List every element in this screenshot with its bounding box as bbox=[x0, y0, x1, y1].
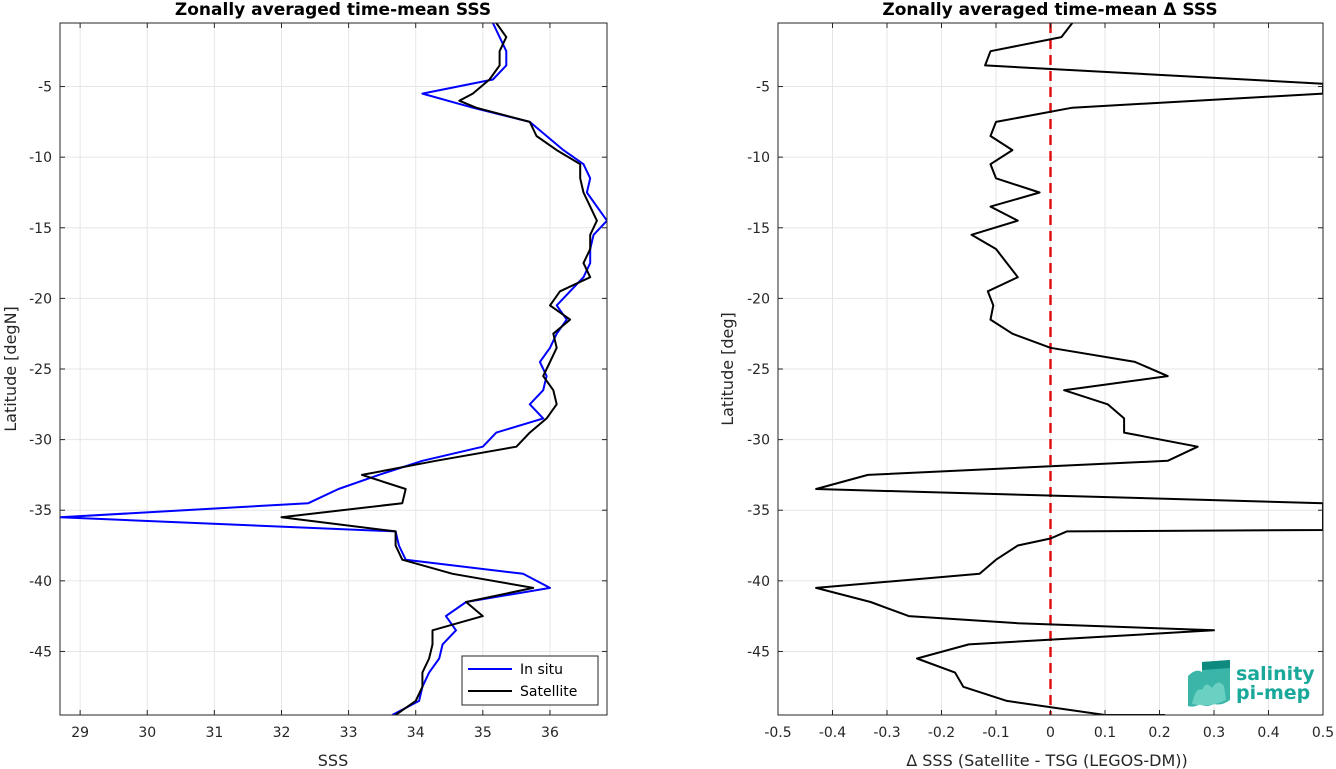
right-y-tick-label: -25 bbox=[747, 362, 770, 378]
right-x-tick-label: 0.3 bbox=[1203, 725, 1225, 741]
right-y-ticks: -5 -10 -15 -20 -25 -30 -35 -40 -45 bbox=[747, 80, 1323, 660]
right-x-tick-label: -0.3 bbox=[873, 725, 900, 741]
left-y-tick-label: -5 bbox=[38, 80, 52, 96]
right-y-axis-label: Latitude [deg] bbox=[718, 312, 737, 426]
left-y-tick-label: -35 bbox=[29, 503, 52, 519]
logo-line-1: salinity bbox=[1236, 663, 1315, 685]
salinity-pi-mep-logo: salinity pi-mep bbox=[1188, 660, 1315, 707]
right-y-tick-label: -10 bbox=[747, 150, 770, 166]
left-x-tick-label: 35 bbox=[474, 725, 492, 741]
right-y-tick-label: -45 bbox=[747, 644, 770, 660]
left-y-axis-label: Latitude [degN] bbox=[1, 306, 20, 432]
right-x-tick-label: 0.2 bbox=[1148, 725, 1170, 741]
logo-line-2: pi-mep bbox=[1236, 682, 1310, 704]
legend: In situ Satellite bbox=[461, 655, 599, 706]
left-y-ticks: -5 -10 -15 -20 -25 -30 -35 -40 -45 bbox=[29, 80, 607, 660]
left-x-tick-label: 29 bbox=[71, 725, 89, 741]
right-x-tick-label: 0.4 bbox=[1257, 725, 1279, 741]
right-x-tick-label: -0.1 bbox=[982, 725, 1009, 741]
left-x-tick-label: 34 bbox=[407, 725, 425, 741]
left-x-axis-label: SSS bbox=[318, 751, 348, 769]
right-series-group bbox=[815, 23, 1323, 715]
left-y-tick-label: -15 bbox=[29, 221, 52, 237]
right-chart-title: Zonally averaged time-mean Δ SSS bbox=[882, 0, 1217, 20]
right-x-tick-label: -0.5 bbox=[764, 725, 791, 741]
left-x-tick-label: 31 bbox=[205, 725, 223, 741]
left-x-ticks: 29 30 31 32 33 34 35 36 bbox=[71, 23, 559, 741]
left-y-tick-label: -10 bbox=[29, 150, 52, 166]
left-panel: 29 30 31 32 33 34 35 36 -5 -10 -15 -20 -25 -30 -35 -40… bbox=[1, 0, 608, 769]
right-x-tick-label: 0.5 bbox=[1312, 725, 1334, 741]
left-y-tick-label: -25 bbox=[29, 362, 52, 378]
legend-box bbox=[461, 655, 599, 706]
right-y-tick-label: -30 bbox=[747, 433, 770, 449]
right-series-line-delta-sss bbox=[815, 23, 1323, 715]
logo-wave-icon bbox=[1188, 660, 1230, 707]
left-x-tick-label: 30 bbox=[138, 725, 156, 741]
right-y-tick-label: -15 bbox=[747, 221, 770, 237]
right-y-tick-label: -20 bbox=[747, 291, 770, 307]
legend-label-satellite: Satellite bbox=[520, 684, 577, 700]
left-x-tick-label: 32 bbox=[273, 725, 291, 741]
left-y-tick-label: -30 bbox=[29, 433, 52, 449]
left-y-tick-label: -20 bbox=[29, 291, 52, 307]
left-chart-title: Zonally averaged time-mean SSS bbox=[175, 0, 491, 20]
right-x-tick-label: -0.4 bbox=[819, 725, 846, 741]
right-y-tick-label: -35 bbox=[747, 503, 770, 519]
left-y-tick-label: -40 bbox=[29, 574, 52, 590]
right-y-tick-label: -40 bbox=[747, 574, 770, 590]
left-series-group bbox=[60, 23, 607, 715]
right-panel: -0.5 -0.4 -0.3 -0.2 -0.1 0 0.1 0.2 0.3 0.4 0.5 -5-… bbox=[718, 0, 1334, 769]
left-y-tick-label: -45 bbox=[29, 644, 52, 660]
right-x-tick-label: 0.1 bbox=[1094, 725, 1116, 741]
legend-label-in-situ: In situ bbox=[520, 662, 563, 678]
left-x-tick-label: 36 bbox=[541, 725, 559, 741]
left-series-line-satellite bbox=[280, 23, 598, 715]
right-y-tick-label: -5 bbox=[756, 80, 770, 96]
right-x-tick-label: 0 bbox=[1046, 725, 1055, 741]
left-x-tick-label: 33 bbox=[340, 725, 358, 741]
right-x-axis-label: Δ SSS (Satellite - TSG (LEGOS-DM)) bbox=[906, 751, 1188, 769]
right-x-ticks: -0.5 -0.4 -0.3 -0.2 -0.1 0 0.1 0.2 0.3 0.4 0.5 bbox=[764, 23, 1334, 741]
right-x-tick-label: -0.2 bbox=[928, 725, 955, 741]
